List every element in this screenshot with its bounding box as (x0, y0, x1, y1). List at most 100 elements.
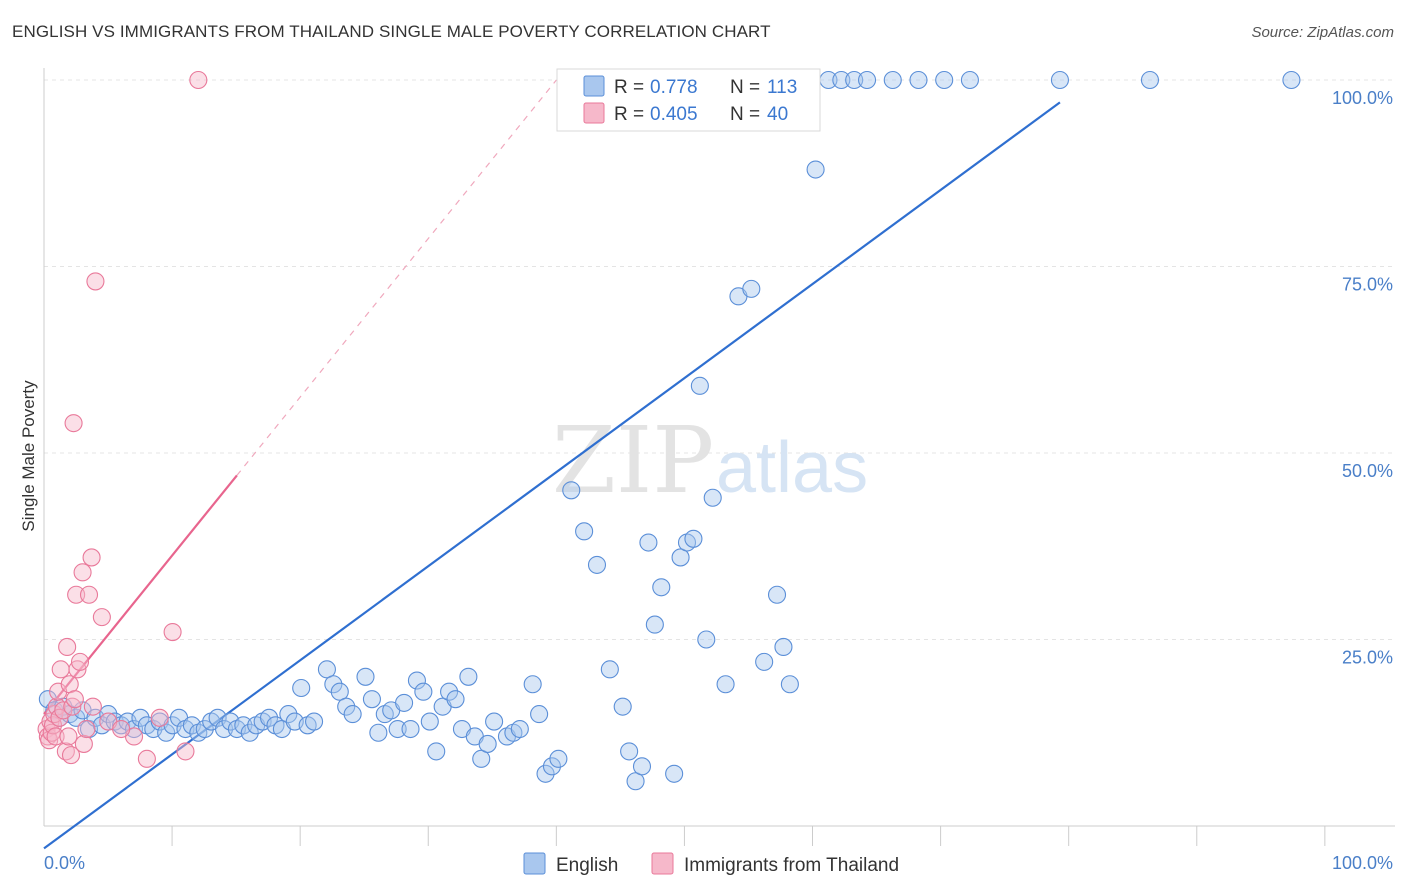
point-english-87 (652, 578, 671, 597)
point-english-58 (420, 712, 439, 731)
point-english-111 (960, 70, 979, 90)
y-tick-label-0: 25.0% (1342, 648, 1393, 668)
point-english-53 (388, 719, 407, 739)
point-english-77 (562, 481, 581, 500)
watermark-zip: ZIP (552, 407, 714, 514)
watermark-atlas: atlas (716, 428, 868, 508)
point-english-98 (755, 652, 774, 671)
point-english-55 (401, 719, 420, 739)
point-english-44 (324, 675, 343, 694)
point-english-75 (542, 757, 562, 776)
trend-line-english (43, 101, 1061, 850)
point-english-78 (575, 522, 594, 541)
point-english-31 (234, 716, 253, 735)
point-thailand-25 (74, 734, 93, 753)
point-english-100 (774, 637, 793, 657)
point-thailand-34 (137, 749, 156, 768)
point-thailand-37 (189, 70, 208, 90)
chart-title: ENGLISH VS IMMIGRANTS FROM THAILAND SING… (12, 22, 771, 41)
point-english-86 (645, 615, 664, 634)
point-thailand-18 (63, 697, 82, 716)
point-english-88 (665, 764, 684, 783)
point-thailand-27 (79, 585, 99, 604)
point-english-84 (632, 757, 652, 776)
point-english-76 (549, 749, 568, 768)
point-thailand-21 (67, 585, 86, 604)
point-english-92 (690, 376, 709, 395)
point-english-19 (157, 723, 176, 742)
point-english-106 (845, 70, 864, 90)
point-thailand-24 (73, 563, 92, 582)
point-thailand-23 (70, 652, 90, 671)
point-english-114 (1282, 70, 1301, 90)
point-english-108 (883, 70, 902, 90)
point-thailand-19 (64, 414, 83, 433)
point-english-103 (806, 160, 825, 179)
legend-swatch-thailand (583, 102, 605, 124)
point-english-97 (742, 279, 761, 298)
point-english-15 (131, 708, 150, 727)
point-thailand-11 (51, 660, 70, 679)
point-english-47 (343, 705, 362, 724)
y-axis-label: Single Male Poverty (19, 380, 38, 532)
point-english-57 (414, 682, 433, 701)
y-tick-label-2: 75.0% (1342, 275, 1393, 295)
stat-n-label-english: N = (730, 77, 760, 98)
point-thailand-30 (86, 272, 105, 291)
point-english-74 (536, 764, 555, 783)
x-tick-label-max: 100.0% (1332, 853, 1393, 873)
stat-r-label-thailand: R = (614, 104, 644, 125)
point-thailand-29 (83, 697, 102, 716)
point-english-99 (767, 585, 787, 604)
point-english-113 (1140, 70, 1160, 90)
point-english-80 (600, 660, 619, 679)
point-english-93 (697, 630, 716, 649)
point-english-40 (292, 678, 311, 698)
source-label: Source: ZipAtlas.com (1251, 24, 1394, 41)
bottom-legend-swatch-english (523, 852, 546, 875)
point-english-67 (478, 734, 497, 753)
point-english-109 (909, 70, 928, 90)
point-english-73 (530, 705, 549, 724)
point-english-62 (446, 690, 465, 709)
point-english-0 (38, 690, 57, 709)
y-tick-label-1: 50.0% (1342, 461, 1393, 481)
point-thailand-15 (59, 727, 78, 746)
point-thailand-35 (163, 622, 182, 642)
data-points (37, 70, 1301, 791)
point-thailand-14 (58, 637, 77, 657)
point-thailand-31 (92, 608, 111, 627)
stat-n-value-english: 113 (767, 77, 797, 98)
watermark: ZIP atlas (552, 407, 868, 514)
point-thailand-22 (68, 660, 87, 679)
point-thailand-17 (61, 746, 81, 765)
point-english-35 (259, 708, 279, 727)
point-english-38 (279, 705, 298, 724)
tick-labels: 25.0% 50.0% 75.0% 100.0% 0.0% 100.0% (44, 88, 1393, 873)
point-english-32 (240, 723, 259, 742)
point-english-56 (407, 671, 426, 690)
point-english-79 (587, 555, 607, 574)
point-english-61 (440, 682, 459, 701)
point-english-82 (620, 742, 639, 761)
point-english-28 (214, 719, 234, 739)
stat-n-value-thailand: 40 (767, 104, 788, 125)
point-english-101 (780, 675, 799, 694)
stats-legend: R = 0.778 N = 113 R = 0.405 N = 40 (556, 68, 821, 132)
trend-lines (43, 79, 1061, 850)
point-thailand-38 (150, 708, 169, 727)
stat-r-value-english: 0.778 (650, 77, 698, 98)
trend-line-thailand (43, 474, 238, 715)
point-english-50 (369, 723, 388, 742)
point-english-68 (485, 712, 504, 731)
point-english-112 (1050, 70, 1069, 90)
point-thailand-26 (77, 719, 96, 739)
bottom-legend-swatch-thailand (651, 852, 674, 875)
point-thailand-39 (112, 719, 131, 739)
point-english-48 (356, 667, 375, 686)
point-english-43 (317, 660, 336, 679)
point-english-95 (716, 675, 735, 694)
point-thailand-7 (46, 727, 65, 746)
point-english-89 (671, 548, 690, 567)
